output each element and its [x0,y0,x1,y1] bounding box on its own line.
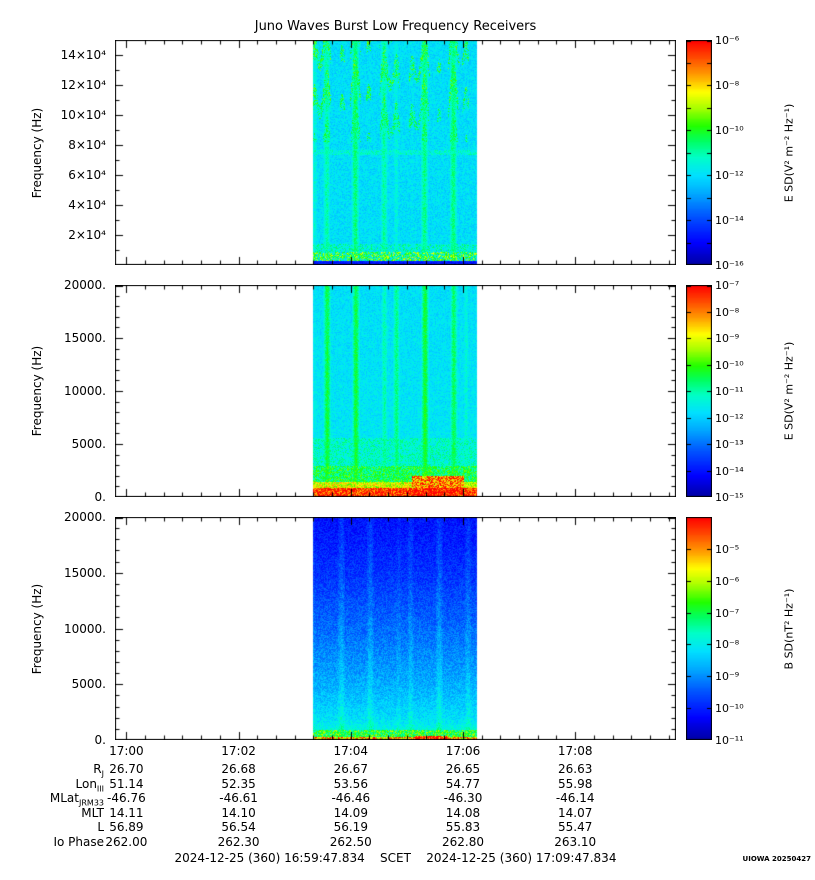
colorbar-tick-label: 10⁻¹⁴ [715,214,744,227]
x-tick-label: 17:08 [557,744,593,758]
ephemeris-value: 26.65 [445,762,481,776]
credit-stamp: UIOWA 20250427 [742,855,811,863]
y-tick-label: 5000. [71,437,106,451]
colorbar-tick-label: 10⁻⁵ [715,542,740,556]
ephemeris-row-label: MLT [81,805,104,820]
ephemeris-value: 52.35 [221,776,256,791]
colorbar-tick-label: 10⁻⁹ [715,670,740,684]
colorbar-tick-label: 10⁻⁶ [715,574,740,588]
y-tick-label: 20000. [64,510,106,524]
colorbar-tick-label: 10⁻¹⁰ [715,124,744,137]
colorbar-tick-label: 10⁻⁸ [715,638,740,652]
ephemeris-value: 26.68 [221,762,256,776]
ephemeris-value: 14.10 [221,805,256,820]
colorbar-tick-label: 10⁻⁸ [715,79,740,92]
colorbar-b-canvas [686,517,712,740]
colorbar-tick-label: 10⁻⁷ [715,606,740,620]
y-tick-label: 0. [94,733,106,747]
y-tick-label: 10×10⁴ [60,107,106,122]
y-tick-label: 6×10⁴ [68,168,106,182]
ephemeris-value: 262.00 [105,835,148,849]
ephemeris-value: 26.63 [558,762,593,776]
ephemeris-value: 54.77 [445,776,481,791]
ephemeris-value: 55.47 [558,820,593,835]
ephemeris-row-label: Io Phase [53,835,104,849]
colorbar-unit-label-e-low: E SD(V² m⁻² Hz⁻¹) [782,341,796,441]
y-tick-label: 10000. [64,384,106,398]
x-tick-label: 17:06 [445,744,481,758]
colorbar-tick-label: 10⁻⁸ [715,305,740,319]
colorbar-tick-label: 10⁻⁹ [715,332,740,345]
ephemeris-value: 26.70 [109,762,144,776]
y-tick-label: 15000. [64,331,106,345]
x-tick-label: 17:04 [333,744,369,758]
colorbar-e-high-canvas [686,40,712,265]
ephemeris-value: 26.67 [333,762,368,776]
ephemeris-value: -46.76 [107,791,146,806]
figure-title: Juno Waves Burst Low Frequency Receivers [254,19,537,34]
scet-range-label: 2024-12-25 (360) 16:59:47.834 SCET 2024-… [174,851,617,865]
ephemeris-value: 14.08 [445,805,481,820]
colorbar-tick-label: 10⁻¹⁰ [715,702,744,716]
ephemeris-row-label: LonIII [75,776,105,793]
y-tick-label: 14×10⁴ [60,48,106,62]
ephemeris-value: 51.14 [109,776,144,791]
ephemeris-value: 262.50 [329,835,372,849]
ephemeris-value: 55.98 [558,776,593,791]
ephemeris-value: 262.80 [441,835,484,849]
ephemeris-row-label: L [97,820,104,835]
colorbar-tick-label: 10⁻¹⁵ [715,491,744,504]
y-tick-label: 15000. [64,565,106,580]
colorbar-tick-label: 10⁻¹⁰ [715,358,744,372]
spectrogram-e-high-canvas [115,40,676,265]
colorbar-tick-label: 10⁻¹⁴ [715,464,744,478]
colorbar-tick-label: 10⁻¹⁶ [715,259,744,272]
y-tick-label: 10000. [64,621,106,636]
colorbar-unit-label-e-high: E SD(V² m⁻² Hz⁻¹) [782,103,796,202]
y-tick-label: 12×10⁴ [60,78,106,92]
y-tick-label: 8×10⁴ [68,138,106,152]
spectrogram-b-canvas [115,517,676,740]
colorbar-unit-label-b: B SD(nT² Hz⁻¹) [782,588,796,669]
y-tick-label: 5000. [71,677,106,692]
ephemeris-value: 53.56 [333,776,368,791]
ephemeris-value: 14.09 [333,805,368,820]
ephemeris-value: 14.07 [558,805,593,820]
x-tick-label: 17:02 [221,744,256,758]
ephemeris-value: -46.30 [443,791,483,806]
ephemeris-value: 55.83 [445,820,481,835]
spectrogram-e-low-canvas [115,285,676,497]
ephemeris-value: 56.89 [109,820,144,835]
ephemeris-value: 56.19 [333,820,368,835]
colorbar-tick-label: 10⁻¹² [715,411,744,425]
colorbar-tick-label: 10⁻¹¹ [715,385,744,398]
colorbar-e-low-canvas [686,285,712,497]
ephemeris-value: 14.11 [109,805,144,820]
y-tick-label: 4×10⁴ [68,197,106,212]
colorbar-tick-label: 10⁻⁷ [715,279,740,292]
ephemeris-value: -46.61 [219,791,258,806]
ephemeris-row-label: RJ [93,762,104,779]
y-tick-label: 20000. [64,278,106,292]
ephemeris-value: 263.10 [554,835,597,849]
colorbar-tick-label: 10⁻¹¹ [715,734,744,747]
y-tick-label: 2×10⁴ [68,228,106,242]
ephemeris-value: -46.14 [555,791,595,806]
colorbar-tick-label: 10⁻¹² [715,169,744,182]
x-tick-label: 17:00 [109,744,144,758]
ephemeris-value: 262.30 [217,835,260,849]
colorbar-tick-label: 10⁻¹³ [715,438,744,451]
ephemeris-row-label: MLatJRM33 [49,791,104,808]
y-tick-label: 0. [94,490,106,504]
colorbar-tick-label: 10⁻⁶ [715,34,740,47]
ephemeris-value: -46.46 [331,791,371,806]
ephemeris-value: 56.54 [221,820,256,835]
